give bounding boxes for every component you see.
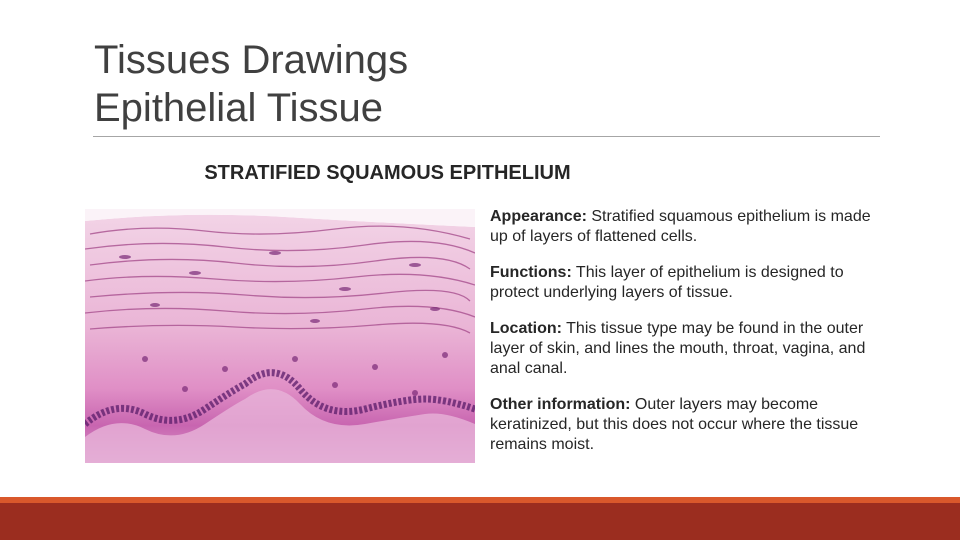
micrograph xyxy=(85,209,475,463)
item-text: This tissue type may be found in the out… xyxy=(490,320,866,377)
item: Other information: Outer layers may beco… xyxy=(490,395,875,455)
slide-title: Tissues Drawings Epithelial Tissue xyxy=(94,36,408,132)
footer-bar xyxy=(0,503,960,540)
item-label: Other information: xyxy=(490,396,631,413)
item-text: Stratified squamous epithelium is made u… xyxy=(490,208,871,245)
item: Appearance: Stratified squamous epitheli… xyxy=(490,207,875,247)
item-label: Location: xyxy=(490,320,562,337)
item: Functions: This layer of epithelium is d… xyxy=(490,263,875,303)
item-text: Outer layers may become keratinized, but… xyxy=(490,396,859,453)
item-label: Functions: xyxy=(490,264,572,281)
item-text: This layer of epithelium is designed to … xyxy=(490,264,844,301)
subtitle: STRATIFIED SQUAMOUS EPITHELIUM xyxy=(204,162,571,184)
item-list: Appearance: Stratified squamous epitheli… xyxy=(490,207,875,471)
footer-accent xyxy=(0,497,960,503)
title-rule xyxy=(93,136,880,137)
item-label: Appearance: xyxy=(490,208,587,225)
item: Location: This tissue type may be found … xyxy=(490,319,875,379)
title-line: Epithelial Tissue xyxy=(94,86,384,130)
title-line: Tissues Drawings xyxy=(94,38,409,82)
